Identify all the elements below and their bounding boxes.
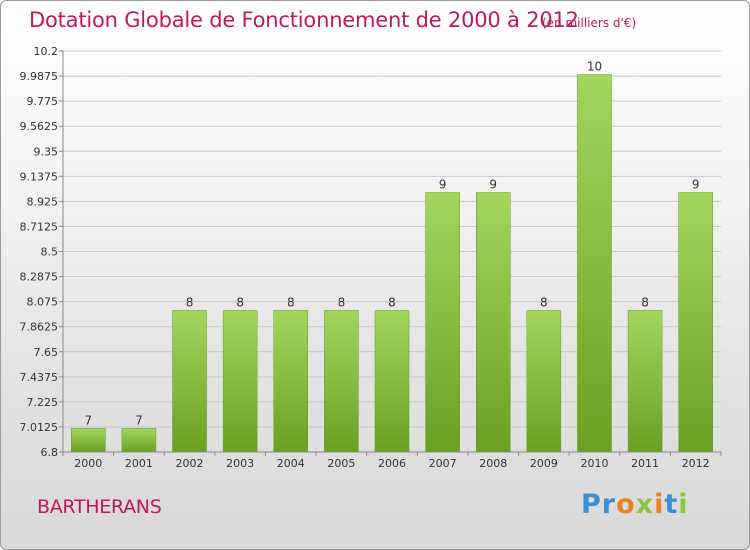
bar-2000: [71, 428, 106, 453]
x-tick-label: 2001: [125, 457, 153, 470]
bar-2003: [222, 310, 258, 453]
bar-2010: [577, 74, 612, 453]
y-tick-label: 7.8625: [20, 321, 59, 334]
data-label: 9: [439, 178, 447, 192]
x-tick-label: 2004: [277, 457, 305, 470]
y-tick-label: 7.65: [34, 346, 59, 359]
bar-2011: [627, 310, 663, 453]
x-tick-label: 2011: [631, 457, 659, 470]
bar-2004: [273, 310, 309, 453]
data-label: 8: [287, 295, 295, 309]
bar-2001: [121, 428, 157, 453]
y-tick-label: 9.5625: [20, 120, 59, 133]
y-tick-label: 10.2: [34, 45, 59, 58]
data-label: 8: [388, 295, 396, 309]
y-axis-ticks: 6.8 7.0125 7.225 7.4375 7.65 7.8625 8.075 8.287…: [20, 45, 63, 459]
commune-name: BARTHERANS: [37, 496, 162, 518]
x-tick-label: 2005: [327, 457, 355, 470]
data-label: 9: [692, 178, 700, 192]
y-tick-label: 9.775: [27, 95, 59, 108]
x-tick-label: 2006: [378, 457, 406, 470]
y-tick-label: 6.8: [41, 446, 59, 459]
bar-2007: [425, 192, 460, 453]
y-tick-label: 9.9875: [20, 70, 59, 83]
data-label: 8: [540, 295, 548, 309]
data-label: 8: [236, 295, 244, 309]
data-label: 7: [135, 413, 143, 427]
data-label: 8: [338, 295, 346, 309]
brand-logo: Proxiti: [581, 489, 689, 520]
data-label: 8: [186, 295, 194, 309]
bar-2009: [526, 310, 562, 453]
y-tick-label: 9.1375: [20, 170, 59, 183]
bar-2008: [475, 192, 511, 453]
y-tick-label: 8.5: [41, 246, 59, 259]
x-tick-label: 2003: [226, 457, 254, 470]
x-axis-ticks: 2000 2001 2002 2003 2004 2005 2006 2007 2008 2009…: [62, 452, 722, 470]
y-tick-label: 7.0125: [20, 421, 59, 434]
x-tick-label: 2009: [530, 457, 558, 470]
y-tick-label: 8.2875: [20, 271, 59, 284]
data-label: 8: [641, 295, 649, 309]
x-tick-label: 2007: [429, 457, 457, 470]
data-label: 9: [489, 178, 497, 192]
x-tick-label: 2010: [580, 457, 608, 470]
x-tick-label: 2008: [479, 457, 507, 470]
chart-title: Dotation Globale de Fonctionnement de 20…: [29, 8, 579, 32]
x-tick-label: 2002: [176, 457, 204, 470]
y-tick-label: 8.7125: [20, 220, 59, 233]
bar-2002: [172, 310, 207, 453]
y-tick-label: 8.075: [27, 296, 59, 309]
bar-2006: [374, 310, 410, 453]
y-tick-label: 8.925: [27, 195, 59, 208]
bar-2012: [678, 192, 713, 453]
data-label: 10: [587, 60, 602, 74]
data-label: 7: [84, 413, 92, 427]
data-labels: 7 7 8 8 8 8 8 9 9 8 10 8 9: [84, 60, 699, 428]
bars: [71, 74, 713, 453]
y-tick-label: 9.35: [34, 145, 59, 158]
x-tick-label: 2012: [682, 457, 710, 470]
x-tick-label: 2000: [74, 457, 102, 470]
y-tick-label: 7.4375: [20, 371, 59, 384]
bar-2005: [324, 310, 359, 453]
chart-unit-note: (en milliers d'€): [542, 16, 637, 30]
y-tick-label: 7.225: [27, 396, 59, 409]
